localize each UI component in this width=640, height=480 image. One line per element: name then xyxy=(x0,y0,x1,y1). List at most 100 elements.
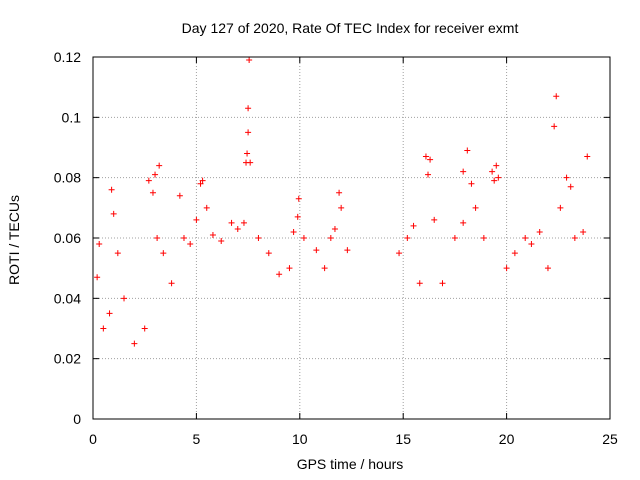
data-point xyxy=(396,250,403,257)
data-point xyxy=(464,147,471,154)
y-tick-label: 0 xyxy=(73,411,81,427)
data-point xyxy=(427,156,434,163)
data-point xyxy=(431,216,438,223)
data-points xyxy=(94,57,591,347)
data-point xyxy=(218,238,225,245)
data-point xyxy=(276,271,283,278)
data-point xyxy=(100,325,107,332)
x-tick-label: 5 xyxy=(193,431,201,447)
data-point xyxy=(331,225,338,232)
data-point xyxy=(567,183,574,190)
data-point xyxy=(404,235,411,241)
data-point xyxy=(234,225,241,232)
data-point xyxy=(199,177,206,184)
data-point xyxy=(265,250,272,257)
data-point xyxy=(321,265,328,272)
y-tick-label: 0.04 xyxy=(54,290,81,306)
data-point xyxy=(491,177,498,184)
data-point xyxy=(152,171,159,178)
data-point xyxy=(544,265,551,272)
data-point xyxy=(286,265,293,272)
data-point xyxy=(584,153,591,160)
data-point xyxy=(141,325,148,332)
y-axis-label: ROTI / TECUs xyxy=(6,195,22,285)
data-point xyxy=(121,295,128,302)
data-point xyxy=(480,235,487,241)
data-point xyxy=(522,235,529,241)
data-point xyxy=(246,57,253,64)
y-tick-label: 0.12 xyxy=(54,49,81,65)
data-point xyxy=(313,247,320,254)
x-tick-label: 15 xyxy=(395,431,411,447)
data-point xyxy=(571,235,578,241)
data-point xyxy=(451,235,458,241)
data-point xyxy=(460,168,467,175)
data-point xyxy=(338,204,345,211)
y-tick-label: 0.02 xyxy=(54,351,81,367)
x-tick-label: 20 xyxy=(499,431,515,447)
data-point xyxy=(180,235,187,241)
data-point xyxy=(110,210,117,217)
data-point xyxy=(209,231,216,238)
data-point xyxy=(106,310,113,317)
data-point xyxy=(255,235,262,241)
data-point xyxy=(247,159,254,166)
data-point xyxy=(108,186,115,193)
data-point xyxy=(176,192,183,199)
data-point xyxy=(327,235,334,241)
x-tick-label: 10 xyxy=(292,431,308,447)
data-point xyxy=(536,228,543,235)
data-point xyxy=(551,123,558,130)
data-point xyxy=(160,250,167,257)
data-point xyxy=(149,189,156,196)
data-point xyxy=(344,247,351,254)
data-point xyxy=(96,241,103,248)
data-point xyxy=(193,216,200,223)
data-point xyxy=(94,274,101,281)
data-point xyxy=(131,340,138,347)
chart-title: Day 127 of 2020, Rate Of TEC Index for r… xyxy=(182,20,519,36)
y-axis-ticks: 0 0.02 0.04 0.06 0.08 0.1 0.12 xyxy=(54,49,610,427)
data-point xyxy=(425,171,432,178)
data-point xyxy=(156,162,163,169)
data-point xyxy=(422,153,429,160)
data-point xyxy=(145,177,152,184)
data-point xyxy=(154,235,161,241)
y-tick-label: 0.08 xyxy=(54,170,81,186)
data-point xyxy=(493,162,500,169)
data-point xyxy=(489,168,496,175)
grid-lines xyxy=(93,57,610,419)
data-point xyxy=(295,195,302,202)
y-tick-label: 0.06 xyxy=(54,230,81,246)
data-point xyxy=(197,180,204,187)
data-point xyxy=(244,150,251,157)
x-tick-label: 0 xyxy=(89,431,97,447)
x-tick-label: 25 xyxy=(602,431,618,447)
data-point xyxy=(336,189,343,196)
data-point xyxy=(290,228,297,235)
data-point xyxy=(580,228,587,235)
x-axis-label: GPS time / hours xyxy=(297,456,404,472)
data-point xyxy=(187,241,194,248)
data-point xyxy=(528,241,535,248)
data-point xyxy=(245,105,252,112)
data-point xyxy=(563,174,570,181)
data-point xyxy=(468,180,475,187)
data-point xyxy=(245,129,252,136)
data-point xyxy=(203,204,210,211)
data-point xyxy=(511,250,518,257)
data-point xyxy=(410,222,417,229)
data-point xyxy=(300,235,307,241)
y-tick-label: 0.1 xyxy=(62,109,82,125)
data-point xyxy=(439,280,446,287)
data-point xyxy=(472,204,479,211)
data-point xyxy=(460,219,467,226)
data-point xyxy=(168,280,175,287)
data-point xyxy=(294,213,301,220)
data-point xyxy=(416,280,423,287)
data-point xyxy=(553,93,560,100)
x-axis-ticks: 0 5 10 15 20 25 xyxy=(89,57,618,447)
data-point xyxy=(503,265,510,272)
data-point xyxy=(240,219,247,226)
